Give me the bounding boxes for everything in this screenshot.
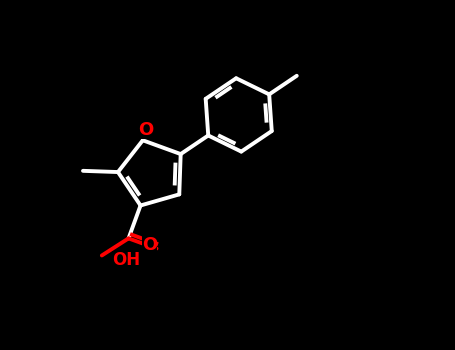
Text: O: O (142, 236, 157, 254)
Text: O: O (138, 121, 153, 140)
Text: OH: OH (111, 251, 140, 269)
